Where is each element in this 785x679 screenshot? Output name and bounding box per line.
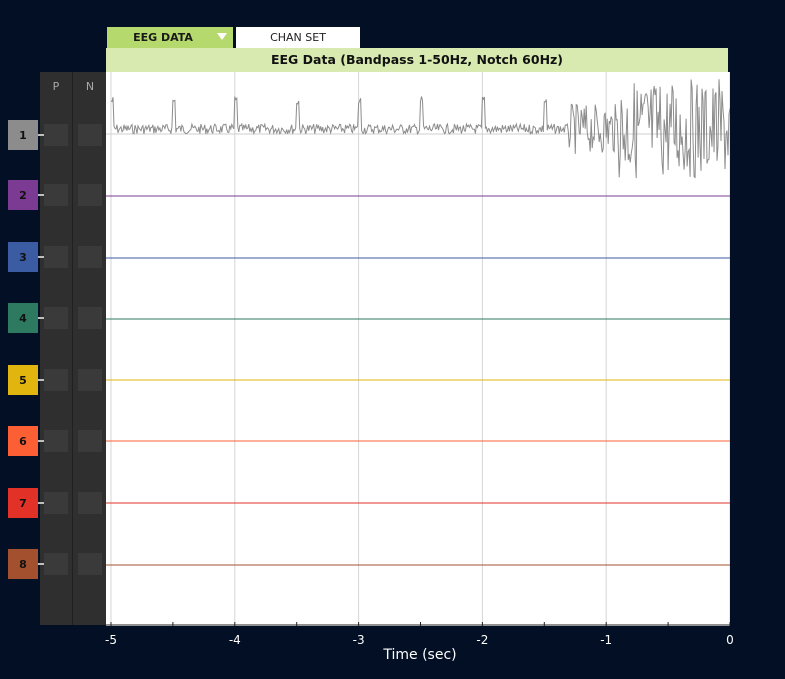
n-button-4[interactable] (78, 307, 102, 329)
n-button-7[interactable] (78, 492, 102, 514)
n-button-2[interactable] (78, 184, 102, 206)
n-button-6[interactable] (78, 430, 102, 452)
p-button-7[interactable] (44, 492, 68, 514)
dropdown-caret-icon[interactable] (217, 33, 227, 40)
channel-trace-1 (110, 79, 731, 179)
p-button-6[interactable] (44, 430, 68, 452)
channel-button-8[interactable]: 8 (8, 549, 44, 579)
p-button-8[interactable] (44, 553, 68, 575)
p-button-3[interactable] (44, 246, 68, 268)
n-button-3[interactable] (78, 246, 102, 268)
x-tick-label: 0 (726, 633, 734, 647)
p-column-header: P (52, 80, 60, 93)
n-button-8[interactable] (78, 553, 102, 575)
eeg-data-tab-label: EEG DATA (133, 31, 193, 44)
x-tick-label: -4 (228, 633, 241, 647)
x-tick-label: -2 (476, 633, 489, 647)
p-button-2[interactable] (44, 184, 68, 206)
channel-button-7[interactable]: 7 (8, 488, 44, 518)
plot-title: EEG Data (Bandpass 1-50Hz, Notch 60Hz) (106, 48, 728, 72)
x-axis-title: Time (sec) (383, 647, 457, 663)
channel-button-2[interactable]: 2 (8, 180, 44, 210)
chan-set-tab[interactable]: CHAN SET (236, 27, 360, 48)
chan-set-tab-label: CHAN SET (270, 31, 326, 44)
eeg-chart (106, 72, 731, 626)
n-button-5[interactable] (78, 369, 102, 391)
channel-button-6[interactable]: 6 (8, 426, 44, 456)
eeg-data-tab[interactable]: EEG DATA (107, 27, 233, 48)
eeg-plot-area (106, 72, 731, 626)
panel-divider (72, 72, 73, 625)
x-tick-label: -5 (105, 633, 117, 647)
channel-button-4[interactable]: 4 (8, 303, 44, 333)
polarity-panel: P N (40, 72, 106, 625)
n-button-1[interactable] (78, 124, 102, 146)
channel-button-1[interactable]: 1 (8, 120, 44, 150)
n-column-header: N (85, 80, 95, 93)
p-button-5[interactable] (44, 369, 68, 391)
p-button-4[interactable] (44, 307, 68, 329)
p-button-1[interactable] (44, 124, 68, 146)
channel-button-5[interactable]: 5 (8, 365, 44, 395)
channel-button-3[interactable]: 3 (8, 242, 44, 272)
x-tick-label: -1 (600, 633, 613, 647)
x-tick-label: -3 (352, 633, 365, 647)
